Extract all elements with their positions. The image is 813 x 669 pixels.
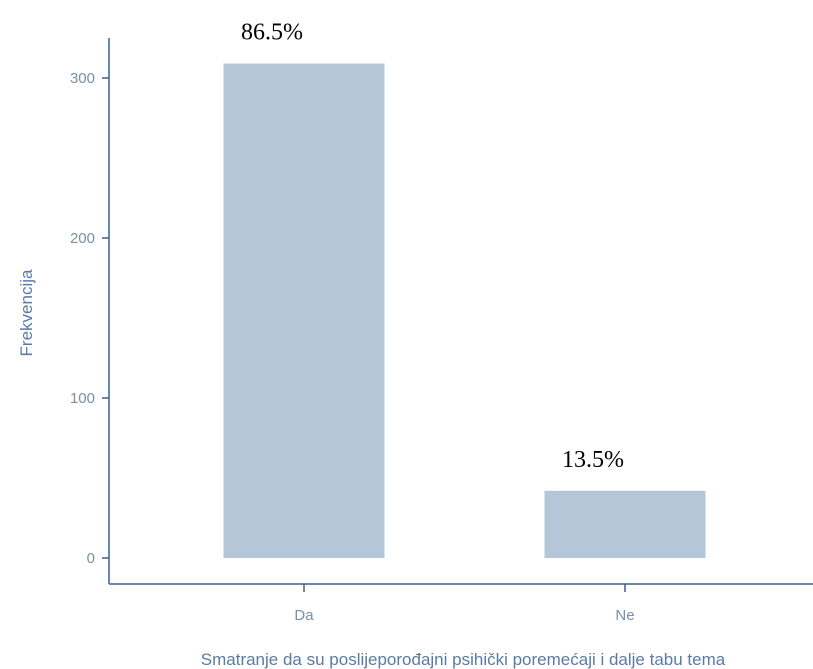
bars xyxy=(223,63,706,558)
data-label: 13.5% xyxy=(562,447,624,473)
y-tick-label: 200 xyxy=(70,230,95,247)
bar-ne xyxy=(544,490,706,558)
data-label: 86.5% xyxy=(241,20,303,46)
y-axis-title: Frekvencija xyxy=(17,269,36,356)
bar-da xyxy=(223,63,385,558)
x-tick-label: Da xyxy=(294,607,314,624)
x-axis: Da Ne xyxy=(109,583,813,624)
y-axis: 0 100 200 300 xyxy=(70,38,110,584)
data-labels: 86.5% 13.5% xyxy=(241,20,624,473)
y-tick-label: 300 xyxy=(70,70,95,87)
y-tick-label: 0 xyxy=(87,550,95,567)
x-tick-label: Ne xyxy=(615,607,634,624)
x-axis-title: Smatranje da su poslijeporođajni psihičk… xyxy=(201,650,726,669)
y-tick-label: 100 xyxy=(70,390,95,407)
